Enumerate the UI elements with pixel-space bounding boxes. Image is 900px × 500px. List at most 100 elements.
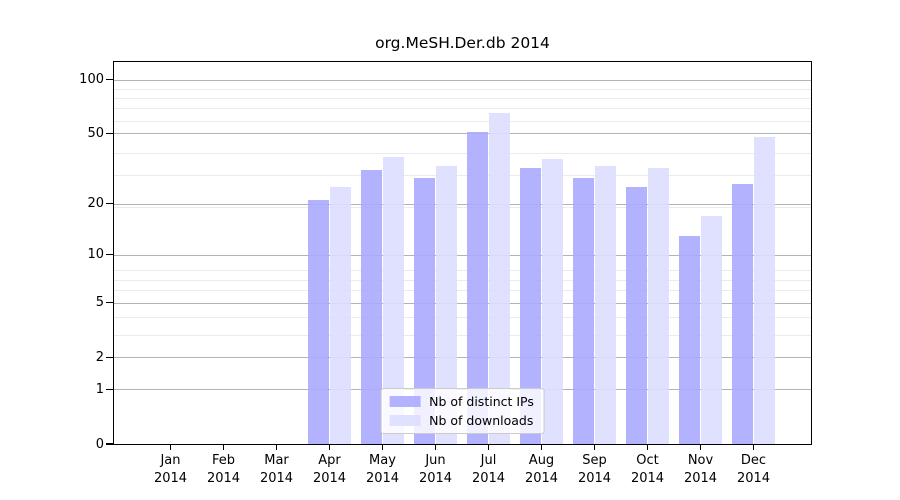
- y-axis-tick: [106, 202, 113, 205]
- bar-distinct-ips: [573, 178, 595, 444]
- y-axis-tick-label: 1: [95, 381, 104, 397]
- minor-gridline: [114, 175, 811, 177]
- legend: Nb of distinct IPs Nb of downloads: [380, 388, 545, 434]
- x-tick-month: Feb: [211, 453, 236, 468]
- plot-area: Nb of distinct IPs Nb of downloads: [113, 61, 812, 445]
- x-tick-month: Jun: [425, 453, 446, 468]
- x-tick-month: Jan: [160, 453, 181, 468]
- x-tick-year: 2014: [577, 470, 612, 486]
- x-axis-tick-label: Oct 2014: [613, 452, 683, 487]
- x-tick-month: Jul: [480, 453, 497, 468]
- major-gridline: [114, 133, 811, 135]
- bar-distinct-ips: [467, 131, 489, 444]
- y-axis-tick-label: 10: [87, 247, 104, 263]
- minor-gridline: [114, 207, 811, 209]
- legend-item-distinct-ips: Nb of distinct IPs: [389, 395, 534, 408]
- y-axis-tick: [106, 356, 113, 358]
- y-axis-tick: [106, 388, 113, 391]
- x-tick-year: 2014: [153, 470, 188, 486]
- bar-downloads: [382, 156, 404, 444]
- x-tick-year: 2014: [524, 470, 559, 486]
- major-gridline: [114, 203, 811, 205]
- x-axis-tick-label: Jul 2014: [454, 452, 524, 487]
- y-axis-tick-label: 0: [95, 436, 104, 452]
- x-tick-year: 2014: [365, 470, 400, 486]
- bar-distinct-ips: [361, 170, 383, 444]
- legend-item-downloads: Nb of downloads: [389, 414, 534, 427]
- minor-gridline: [114, 120, 811, 122]
- y-axis-tick: [106, 301, 113, 304]
- bar-downloads: [541, 158, 563, 444]
- bar-distinct-ips: [626, 186, 648, 444]
- bar-downloads: [594, 165, 616, 444]
- x-axis-tick: [646, 445, 649, 450]
- x-tick-month: Dec: [740, 453, 767, 468]
- x-axis-tick: [222, 445, 225, 450]
- x-axis-tick: [275, 445, 278, 450]
- bar-downloads: [488, 113, 510, 444]
- y-axis-tick-label: 20: [87, 196, 104, 211]
- x-tick-year: 2014: [259, 470, 294, 486]
- x-axis-tick: [434, 445, 437, 450]
- x-axis-tick: [752, 445, 755, 450]
- y-axis-tick: [106, 78, 113, 81]
- chart-title: org.MeSH.Der.db 2014: [375, 34, 550, 52]
- legend-swatch-downloads: [389, 415, 421, 426]
- x-axis-tick-label: Jan 2014: [136, 452, 206, 487]
- x-axis-tick-label: Apr 2014: [295, 452, 365, 487]
- x-tick-year: 2014: [736, 470, 771, 486]
- minor-gridline: [114, 97, 811, 99]
- x-axis-tick: [540, 445, 543, 450]
- x-tick-year: 2014: [630, 470, 665, 486]
- legend-label-distinct-ips: Nb of distinct IPs: [429, 394, 534, 409]
- x-tick-month: Sep: [582, 453, 607, 468]
- x-axis-tick: [487, 445, 490, 450]
- y-axis-tick-label: 2: [95, 349, 104, 365]
- x-tick-month: Nov: [687, 453, 714, 468]
- bar-downloads: [753, 136, 775, 444]
- x-tick-year: 2014: [683, 470, 718, 486]
- x-tick-month: May: [369, 453, 396, 468]
- x-axis-tick-label: May 2014: [348, 452, 418, 487]
- x-axis-tick-label: Aug 2014: [507, 452, 577, 487]
- x-axis-tick: [381, 445, 384, 450]
- bar-distinct-ips: [308, 199, 330, 444]
- y-axis-tick-label: 50: [87, 125, 104, 141]
- bar-distinct-ips: [414, 178, 436, 444]
- x-axis-tick: [328, 445, 331, 450]
- x-axis-tick-label: Jun 2014: [401, 452, 471, 487]
- minor-gridline: [114, 88, 811, 90]
- bar-distinct-ips: [679, 235, 701, 444]
- y-axis-tick-label: 100: [79, 72, 104, 87]
- x-axis-tick-label: Mar 2014: [242, 452, 312, 487]
- x-tick-year: 2014: [206, 470, 241, 486]
- x-tick-month: Aug: [528, 453, 555, 468]
- bar-downloads: [700, 215, 722, 444]
- bar-downloads: [435, 165, 457, 444]
- x-tick-month: Mar: [264, 453, 289, 468]
- bar-distinct-ips: [520, 167, 542, 444]
- x-tick-year: 2014: [312, 470, 347, 486]
- major-gridline: [114, 79, 811, 81]
- x-axis-tick-label: Dec 2014: [719, 452, 789, 487]
- x-axis-tick: [593, 445, 596, 450]
- y-axis-tick-label: 5: [95, 295, 104, 310]
- x-axis-tick-label: Nov 2014: [666, 452, 736, 487]
- bar-downloads: [329, 186, 351, 444]
- x-axis-tick-label: Feb 2014: [189, 452, 259, 487]
- x-tick-month: Oct: [636, 453, 659, 468]
- legend-swatch-distinct-ips: [389, 396, 421, 407]
- minor-gridline: [114, 152, 811, 154]
- bar-downloads: [647, 167, 669, 444]
- y-axis-tick: [106, 132, 113, 135]
- legend-label-downloads: Nb of downloads: [429, 413, 534, 428]
- x-axis-tick: [169, 445, 172, 450]
- y-axis-tick: [106, 253, 113, 256]
- y-axis-tick: [106, 443, 113, 445]
- x-tick-month: Apr: [318, 453, 341, 468]
- minor-gridline: [114, 108, 811, 110]
- x-tick-year: 2014: [418, 470, 453, 486]
- x-axis-tick-label: Sep 2014: [560, 452, 630, 487]
- x-axis-tick: [699, 445, 702, 450]
